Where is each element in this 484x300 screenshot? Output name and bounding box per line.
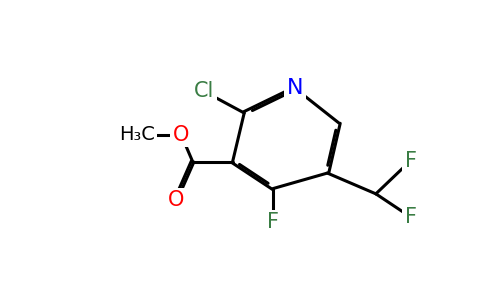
Text: F: F: [405, 207, 417, 227]
Text: F: F: [405, 151, 417, 171]
Text: Cl: Cl: [194, 81, 214, 101]
Text: H₃C: H₃C: [119, 125, 155, 144]
Text: F: F: [268, 212, 279, 232]
Text: N: N: [287, 78, 303, 98]
Text: O: O: [167, 190, 184, 210]
Text: O: O: [173, 124, 189, 145]
